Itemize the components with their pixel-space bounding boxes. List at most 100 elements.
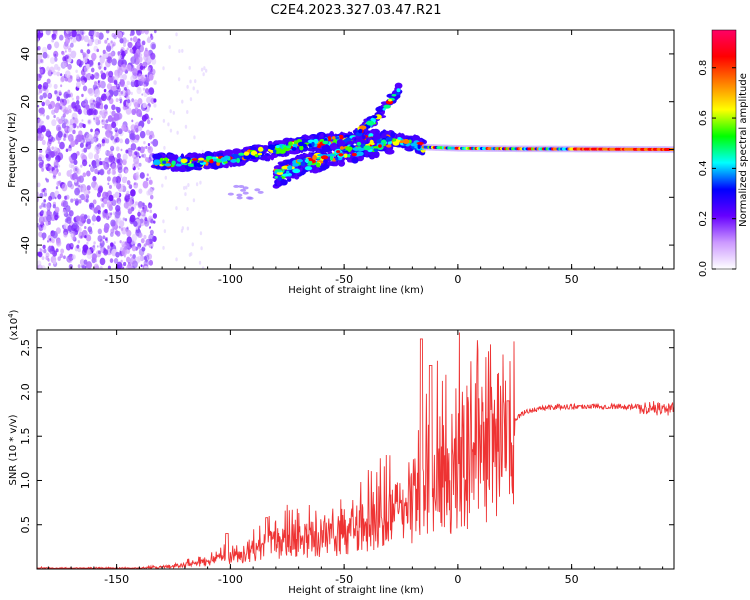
noise-dot	[42, 81, 49, 90]
noise-dot	[116, 159, 121, 164]
noise-dot	[137, 246, 141, 250]
noise-dot	[59, 73, 63, 77]
faint-dot	[192, 86, 195, 91]
noise-dot	[142, 153, 147, 159]
noise-dot	[101, 119, 104, 123]
spectrogram-xlabel: Height of straight line (km)	[288, 285, 424, 296]
noise-dot	[129, 33, 132, 37]
noise-dot	[92, 199, 97, 205]
noise-dot	[148, 176, 152, 180]
noise-dot	[82, 135, 85, 139]
noise-dot	[63, 255, 66, 260]
noise-dot	[54, 53, 57, 57]
noise-dot	[73, 159, 78, 166]
noise-dot	[113, 89, 119, 97]
noise-dot	[88, 87, 95, 96]
main-tone-halo	[306, 135, 315, 139]
snr-panel: -150 -100 -50 0 50 0.5 1.0 1.5 2.0 2.5 Height of …	[7, 309, 675, 596]
noise-dot	[63, 222, 69, 230]
noise-dot	[38, 73, 43, 79]
noise-dot	[40, 125, 46, 133]
noise-dot	[153, 98, 157, 103]
noise-dot	[113, 79, 118, 85]
main-tone-core	[292, 143, 298, 149]
main-tone-halo	[270, 153, 275, 161]
noise-dot	[115, 106, 119, 111]
noise-dot	[121, 226, 127, 235]
noise-dot	[94, 265, 100, 269]
noise-dot	[120, 259, 123, 263]
faint-dot	[199, 231, 203, 236]
noise-dot	[110, 219, 116, 227]
noise-dot	[37, 191, 40, 198]
snr-xtick-label: 0	[454, 573, 461, 586]
faint-dot	[180, 228, 184, 233]
noise-dot	[150, 141, 153, 144]
noise-dot	[97, 235, 103, 242]
main-tone-core	[274, 147, 282, 152]
noise-dot	[94, 72, 100, 80]
noise-dot	[91, 52, 97, 61]
noise-dot	[79, 142, 84, 148]
noise-dot	[85, 234, 92, 242]
noise-dot	[65, 205, 71, 213]
noise-dot	[139, 172, 145, 179]
noise-dot	[128, 184, 133, 189]
noise-dot	[105, 119, 109, 124]
noise-dot	[49, 57, 56, 64]
main-tone-core	[417, 144, 421, 149]
lower-branch-halo	[297, 154, 305, 158]
noise-dot	[125, 88, 131, 96]
noise-dot	[60, 84, 63, 88]
noise-dot	[106, 132, 112, 139]
noise-dot	[113, 241, 116, 245]
noise-dot	[145, 77, 150, 83]
lower-branch-halo	[319, 167, 327, 171]
noise-dot	[134, 201, 138, 206]
faint-dot	[203, 66, 206, 71]
main-tone-halo	[313, 134, 320, 141]
main-tone-core	[275, 145, 280, 149]
noise-dot	[106, 37, 109, 41]
noise-dot	[115, 129, 118, 133]
noise-dot	[55, 186, 59, 190]
lower-branch-core	[292, 163, 300, 167]
noise-dot	[106, 176, 111, 182]
noise-dot	[41, 101, 45, 107]
noise-dot	[70, 198, 74, 203]
noise-dot	[97, 39, 102, 45]
noise-dot	[143, 140, 146, 145]
noise-dot	[86, 261, 93, 269]
noise-dot	[72, 129, 76, 135]
noise-dot	[139, 130, 146, 139]
noise-dot	[45, 153, 49, 159]
snr-xtick-label: -150	[104, 573, 129, 586]
noise-dot	[142, 206, 145, 210]
noise-dot	[136, 38, 141, 43]
noise-dot	[81, 159, 88, 167]
spectrogram-xtick-label: -150	[104, 273, 129, 286]
noise-dot	[128, 152, 132, 157]
noise-dot	[145, 56, 151, 63]
spectrogram-panel: -150 -100 -50 0 50 -40 -20 0 20 40 Height of stra…	[7, 29, 675, 296]
faint-dot	[184, 124, 188, 129]
noise-dot	[127, 99, 131, 104]
noise-dot	[93, 117, 96, 120]
noise-dot	[118, 81, 121, 85]
noise-dot	[150, 117, 153, 121]
noise-dot	[65, 194, 70, 200]
noise-dot	[105, 91, 110, 97]
upper-branch-core	[394, 92, 400, 95]
noise-dot	[48, 262, 51, 266]
noise-dot	[136, 182, 138, 186]
main-tone-core	[286, 145, 292, 149]
noise-dot	[63, 231, 68, 238]
main-tone-core	[238, 152, 245, 156]
noise-dot	[66, 213, 72, 222]
noise-dot	[135, 226, 139, 230]
noise-dot	[88, 164, 91, 167]
noise-dot	[117, 128, 123, 135]
lower-branch-core	[356, 141, 362, 146]
snr-marks	[37, 332, 674, 569]
noise-dot	[132, 36, 138, 43]
